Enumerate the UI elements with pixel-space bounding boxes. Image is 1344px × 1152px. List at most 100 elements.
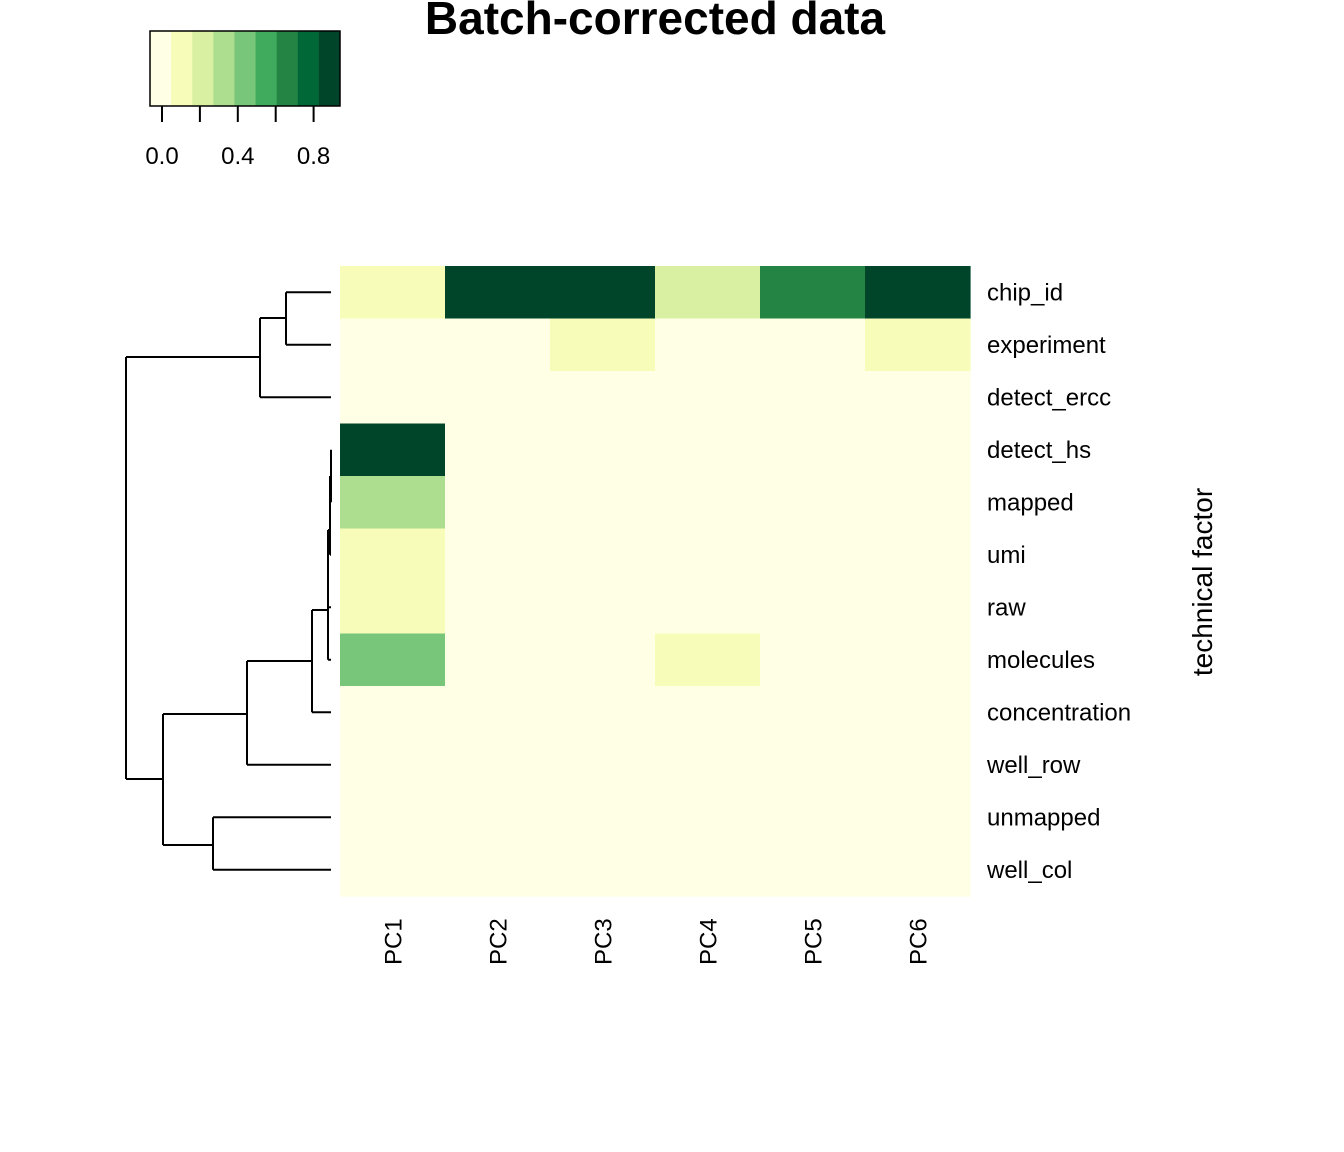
heatmap-cell (340, 318, 446, 372)
heatmap-cell (340, 528, 446, 582)
row-label: chip_id (987, 279, 1063, 306)
row-labels: chip_id experiment detect_ercc detect_hsmap… (986, 279, 1131, 884)
heatmap-cell (550, 791, 656, 845)
heatmap-cell (760, 423, 866, 477)
heatmap-cell (760, 318, 866, 372)
heatmap-cell (655, 371, 761, 425)
heatmap-cell (550, 423, 656, 477)
heatmap-cell (445, 581, 551, 635)
heatmap-cell (655, 686, 761, 740)
heatmap-cell (550, 528, 656, 582)
heatmap-cell (340, 581, 446, 635)
heatmap-cell (760, 476, 866, 530)
key-swatch (171, 31, 193, 106)
y-axis-label: technical factor (1187, 488, 1218, 676)
row-label: detect_ercc (987, 384, 1111, 411)
heatmap-cell (340, 686, 446, 740)
heatmap-cell (760, 633, 866, 687)
heatmap-cell (655, 791, 761, 845)
key-tick-label: 0.4 (221, 143, 254, 170)
heatmap-cell (340, 371, 446, 425)
heatmap-cell (760, 266, 866, 320)
row-label: concentration (987, 699, 1131, 726)
heatmap-cell (445, 528, 551, 582)
heatmap-cell (550, 686, 656, 740)
key-swatch (192, 31, 214, 106)
heatmap-cell (865, 581, 971, 635)
heatmap-cell (445, 266, 551, 320)
row-label: well_row (986, 752, 1081, 779)
heatmap-cell (865, 266, 971, 320)
heatmap-cell (340, 633, 446, 687)
heatmap-cell (340, 843, 446, 897)
heatmap-cell (760, 371, 866, 425)
row-label: mapped (987, 489, 1074, 516)
heatmap-cell (550, 843, 656, 897)
heatmap-cell (865, 686, 971, 740)
row-label: molecules (987, 647, 1095, 674)
heatmap-cell (655, 423, 761, 477)
heatmap-cell (865, 476, 971, 530)
column-label: PC5 (801, 918, 828, 965)
heatmap-cell (340, 266, 446, 320)
heatmap-cell (445, 686, 551, 740)
heatmap-cell (550, 581, 656, 635)
row-label: umi (987, 542, 1026, 569)
heatmap-cell (655, 476, 761, 530)
row-dendrogram (125, 291, 332, 871)
heatmap-cell (340, 791, 446, 845)
key-swatch (318, 31, 341, 106)
heatmap-cell (340, 476, 446, 530)
heatmap-cell (655, 581, 761, 635)
heatmap-cell (865, 791, 971, 845)
heatmap-cells (340, 266, 971, 897)
heatmap-cell (865, 371, 971, 425)
heatmap-cell (445, 633, 551, 687)
heatmap-cell (760, 686, 866, 740)
heatmap-cell (550, 371, 656, 425)
heatmap-cell (865, 738, 971, 792)
row-label: detect_hs (987, 437, 1091, 464)
key-swatch (255, 31, 278, 106)
heatmap-cell (550, 476, 656, 530)
chart-title: Batch-corrected data (425, 0, 886, 44)
heatmap-cell (445, 476, 551, 530)
heatmap-cell (760, 528, 866, 582)
color-key: 0.0 0.4 0.8 (145, 30, 341, 170)
heatmap-cell (445, 843, 551, 897)
column-label: PC2 (486, 918, 513, 965)
heatmap-cell (865, 423, 971, 477)
heatmap-cell (445, 791, 551, 845)
heatmap-cell (550, 738, 656, 792)
heatmap-cell (445, 423, 551, 477)
heatmap-cell (655, 738, 761, 792)
row-label: experiment (987, 332, 1106, 359)
heatmap-cell (865, 318, 971, 372)
heatmap-cell (865, 528, 971, 582)
heatmap-cell (445, 318, 551, 372)
heatmap-cell (340, 738, 446, 792)
heatmap-cell (655, 318, 761, 372)
heatmap-cell (865, 843, 971, 897)
key-swatch (276, 31, 299, 106)
heatmap-cell (550, 266, 656, 320)
row-label: raw (987, 594, 1026, 621)
key-swatch (213, 31, 235, 106)
key-swatch (297, 31, 320, 106)
column-labels: PC1 PC2 PC3 PC4 PC5 PC6 (381, 918, 933, 965)
column-label: PC3 (591, 918, 618, 965)
key-tick-label: 0.8 (297, 143, 330, 170)
heatmap-cell (865, 633, 971, 687)
heatmap-cell (760, 581, 866, 635)
heatmap-cell (550, 633, 656, 687)
column-label: PC1 (381, 918, 408, 965)
heatmap-cell (655, 633, 761, 687)
heatmap-cell (655, 266, 761, 320)
heatmap-cell (760, 843, 866, 897)
heatmap-cell (655, 843, 761, 897)
heatmap-cell (760, 738, 866, 792)
row-label: well_col (986, 857, 1072, 884)
key-swatch (150, 31, 172, 106)
heatmap-cell (445, 371, 551, 425)
